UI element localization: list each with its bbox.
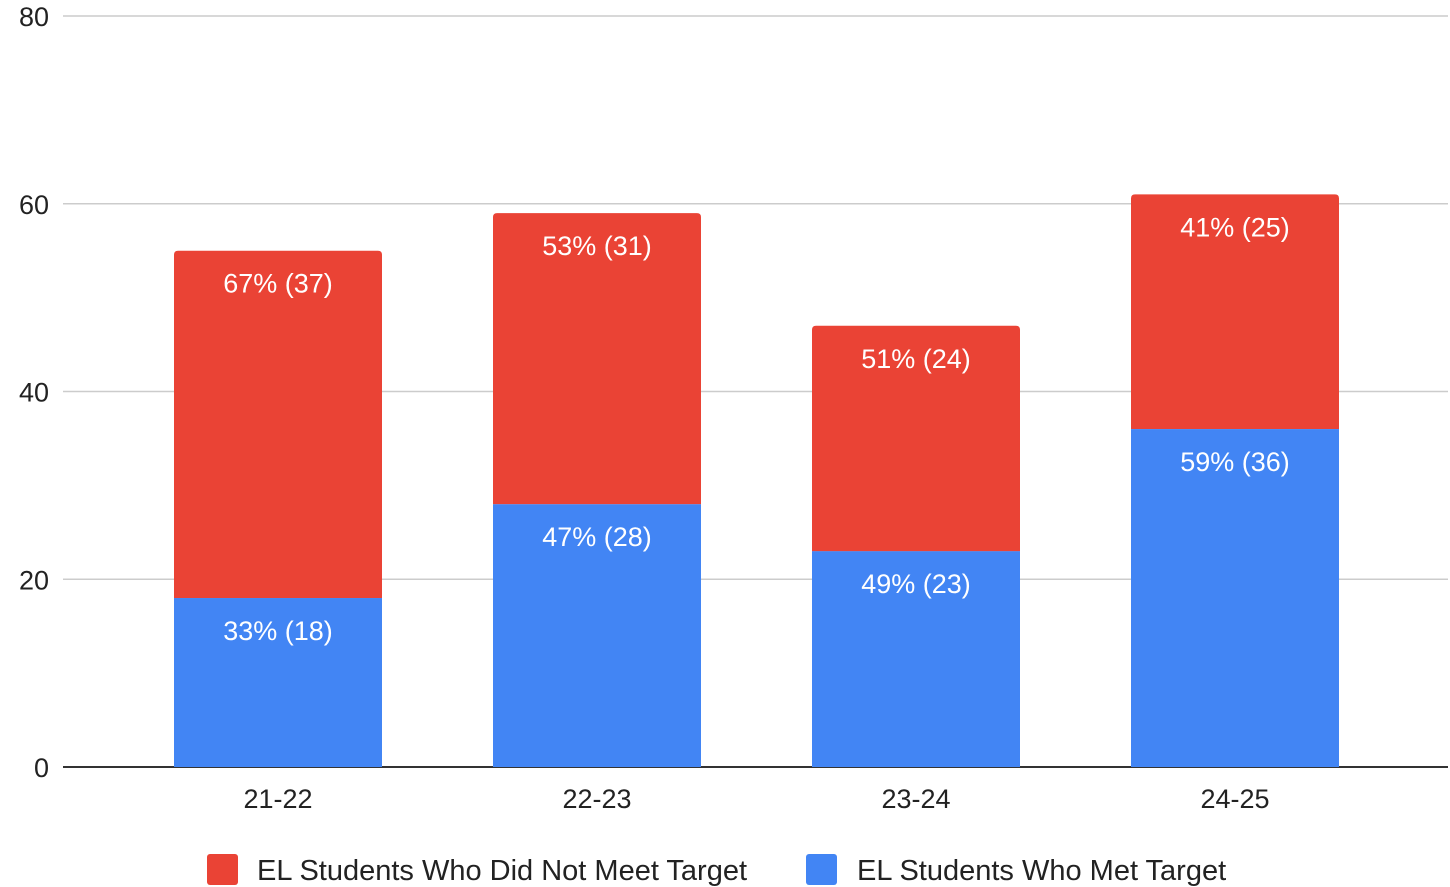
x-axis-ticks: 21-22 22-23 23-24 24-25 <box>243 784 1269 814</box>
y-tick-label: 0 <box>34 753 49 783</box>
data-labels: 33% (18) 67% (37) 47% (28) 53% (31) 49% (23)… <box>223 212 1290 646</box>
y-tick-label: 40 <box>19 378 49 408</box>
legend-swatch <box>207 854 238 885</box>
y-tick-label: 60 <box>19 190 49 220</box>
legend-label: EL Students Who Did Not Meet Target <box>257 855 747 887</box>
bar-segment <box>812 325 1020 552</box>
data-label: 33% (18) <box>223 616 333 646</box>
bar-segment <box>174 250 382 599</box>
y-axis-ticks: 0 20 40 60 80 <box>19 2 49 783</box>
bar-segment <box>812 551 1020 767</box>
data-label: 41% (25) <box>1180 212 1290 242</box>
x-tick-label: 23-24 <box>881 784 950 814</box>
bar-segment <box>174 598 382 767</box>
data-label: 67% (37) <box>223 269 333 299</box>
bar-segment <box>1131 429 1339 767</box>
bar-segment <box>493 213 701 505</box>
x-tick-label: 21-22 <box>243 784 312 814</box>
data-label: 47% (28) <box>542 522 652 552</box>
data-label: 59% (36) <box>1180 447 1290 477</box>
x-tick-label: 24-25 <box>1200 784 1269 814</box>
data-label: 51% (24) <box>861 344 971 374</box>
bar-segment <box>493 504 701 767</box>
legend-swatch <box>806 854 837 885</box>
legend-label: EL Students Who Met Target <box>857 855 1226 887</box>
y-tick-label: 20 <box>19 565 49 595</box>
legend: EL Students Who Did Not Meet Target EL St… <box>207 854 1226 887</box>
bars <box>174 194 1339 767</box>
x-tick-label: 22-23 <box>562 784 631 814</box>
y-tick-label: 80 <box>19 2 49 32</box>
data-label: 53% (31) <box>542 231 652 261</box>
bar-segment <box>1131 194 1339 430</box>
data-label: 49% (23) <box>861 569 971 599</box>
